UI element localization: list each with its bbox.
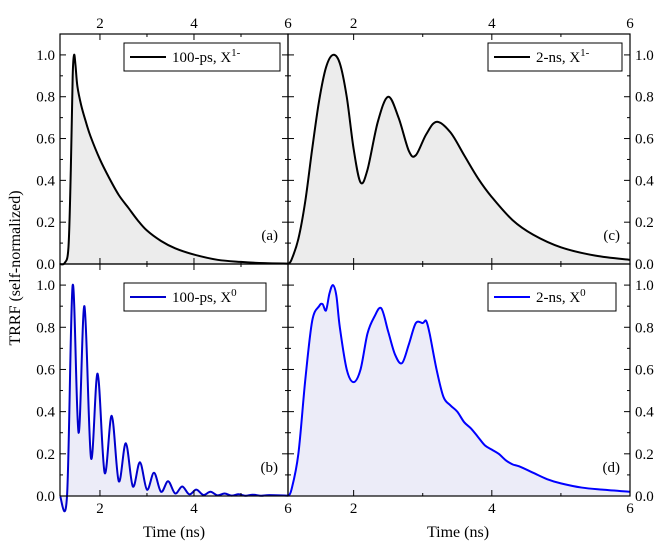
y-tick-label-d-1: 0.2: [635, 447, 654, 463]
x-tick-label-top-a-2: 6: [284, 16, 292, 32]
x-tick-label-b-1: 4: [190, 501, 198, 517]
x-tick-label-top-c-0: 2: [350, 16, 358, 32]
x-tick-label-top-c-2: 6: [626, 16, 634, 32]
y-tick-label-a-3: 0.6: [36, 132, 55, 148]
y-tick-label-d-5: 1.0: [635, 278, 654, 294]
series-line-a: [59, 53, 289, 266]
y-tick-label-c-1: 0.2: [635, 215, 654, 231]
panel-label-b: (b): [261, 460, 279, 476]
x-tick-label-top-c-1: 4: [488, 16, 496, 32]
y-tick-label-b-2: 0.4: [36, 405, 55, 421]
y-tick-label-c-3: 0.6: [635, 132, 654, 148]
area-fill-b: [60, 284, 288, 512]
legend-label-b: 100-ps, X0: [172, 287, 237, 306]
panel-frame-d: [287, 263, 631, 497]
panel-label-c: (c): [603, 228, 620, 244]
y-tick-label-d-4: 0.8: [635, 320, 654, 336]
y-tick-label-c-0: 0.0: [635, 257, 654, 273]
chart-panel-a: 0.0 0.2 0.4 0.6 0.8 1.0 2 4 6 100-ps, X1- (a): [36, 16, 292, 273]
y-tick-label-b-5: 1.0: [36, 278, 55, 294]
y-tick-label-c-2: 0.4: [635, 173, 654, 189]
x-tick-label-d-2: 6: [626, 501, 634, 517]
area-fill-d: [288, 285, 630, 496]
y-tick-label-c-4: 0.8: [635, 90, 654, 106]
x-tick-label-b-0: 2: [96, 501, 104, 517]
y-tick-label-d-2: 0.4: [635, 405, 654, 421]
y-tick-label-d-3: 0.6: [635, 362, 654, 378]
chart-panel-d: 0.0 0.2 0.4 0.6 0.8 1.0 2 4 6 2-ns, X0 (d): [287, 263, 654, 517]
x-tick-label-d-1: 4: [488, 501, 496, 517]
panel-label-d: (d): [603, 460, 621, 476]
y-axis-label: TRRF (self-normalized): [7, 190, 24, 345]
y-tick-label-a-2: 0.4: [36, 173, 55, 189]
y-tick-label-a-0: 0.0: [36, 257, 55, 273]
x-tick-label-d-0: 2: [350, 501, 358, 517]
y-tick-label-c-5: 1.0: [635, 48, 654, 64]
y-tick-label-a-4: 0.8: [36, 90, 55, 106]
y-tick-label-a-1: 0.2: [36, 215, 55, 231]
legend-label-d: 2-ns, X0: [536, 287, 586, 306]
y-tick-label-b-1: 0.2: [36, 447, 55, 463]
y-tick-label-b-0: 0.0: [36, 489, 55, 505]
panel-label-a: (a): [261, 228, 278, 244]
x-tick-label-top-a-1: 4: [190, 16, 198, 32]
legend-label-c: 2-ns, X1-: [536, 47, 590, 66]
x-tick-label-b-2: 6: [284, 501, 292, 517]
y-tick-label-d-0: 0.0: [635, 489, 654, 505]
x-tick-label-top-a-0: 2: [96, 16, 104, 32]
chart-panel-b: 0.0 0.2 0.4 0.6 0.8 1.0 2 4 6 100-ps, X0 (b): [36, 263, 292, 517]
y-tick-label-b-3: 0.6: [36, 362, 55, 378]
x-axis-label-left: Time (ns): [143, 524, 205, 541]
series-line-c: [287, 53, 631, 265]
area-fill-a: [60, 54, 288, 265]
y-tick-label-a-5: 1.0: [36, 48, 55, 64]
x-axis-label-right: Time (ns): [427, 524, 489, 541]
y-tick-label-b-4: 0.8: [36, 320, 55, 336]
legend-label-a: 100-ps, X1-: [172, 47, 241, 66]
chart-panel-c: 0.0 0.2 0.4 0.6 0.8 1.0 2 4 6 2-ns, X1- (c): [287, 16, 654, 273]
series-line-d: [287, 284, 631, 497]
area-fill-c: [288, 54, 630, 265]
